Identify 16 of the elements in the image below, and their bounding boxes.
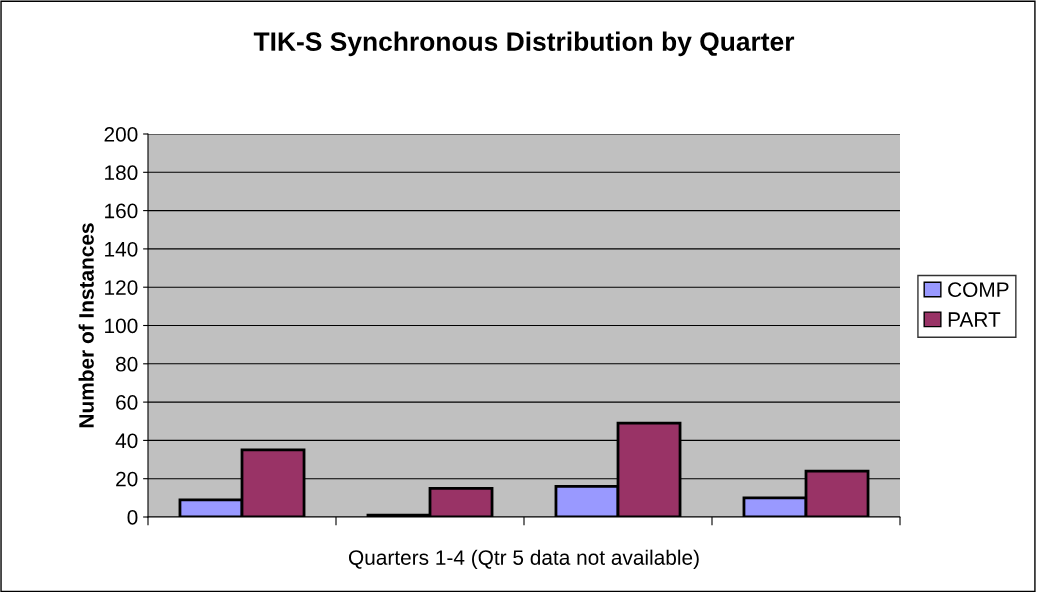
chart-title: TIK-S Synchronous Distribution by Quarter [253, 31, 795, 57]
y-tick-label: 40 [115, 433, 138, 449]
y-tick-label: 0 [127, 510, 138, 525]
y-tick-label: 160 [105, 203, 138, 219]
y-tick-label: 60 [116, 395, 138, 410]
y-tick-label: 120 [105, 280, 138, 295]
legend-label: COMP [948, 282, 1009, 298]
y-tick-label: 140 [105, 241, 138, 257]
y-tick-label: 20 [116, 471, 138, 487]
y-axis-title: Number of Instances [78, 223, 94, 428]
legend-label: PART [948, 312, 1001, 327]
y-tick-label: 100 [105, 318, 138, 334]
y-tick-label: 180 [105, 165, 138, 181]
y-tick-label: 80 [116, 356, 138, 372]
y-tick-label: 200 [104, 127, 138, 142]
x-axis-title: Quarters 1-4 (Qtr 5 data not available) [348, 549, 699, 570]
